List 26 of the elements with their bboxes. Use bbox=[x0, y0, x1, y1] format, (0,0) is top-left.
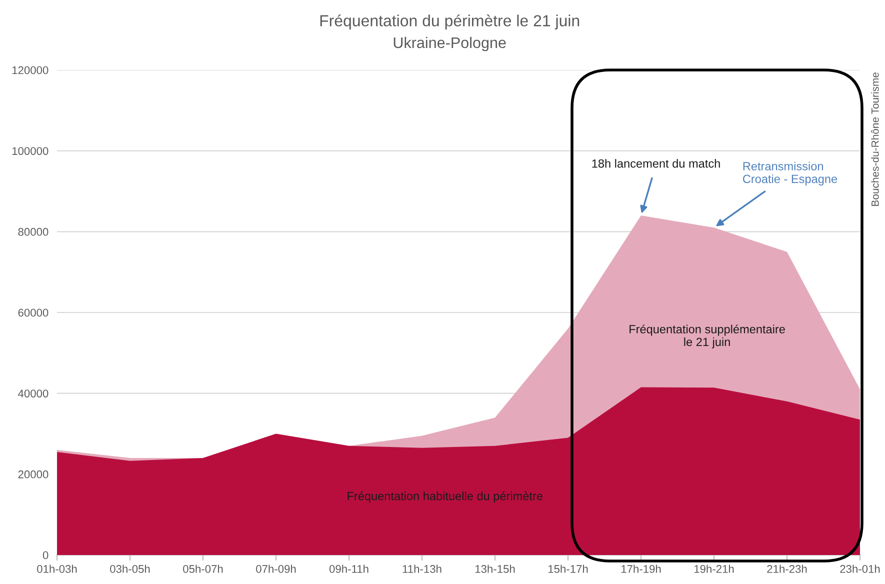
y-tick-label: 100000 bbox=[12, 147, 48, 155]
y-tick-label: 40000 bbox=[18, 390, 48, 398]
x-tick-label: 05h-07h bbox=[183, 564, 223, 573]
y-tick-label: 60000 bbox=[18, 308, 48, 317]
x-tick-label: 19h-21h bbox=[694, 564, 734, 573]
series-label: Fréquentation supplémentaire le 21 juin bbox=[630, 324, 785, 348]
annotation: 18h lancement du match bbox=[592, 159, 720, 168]
x-tick-label: 01h-03h bbox=[37, 564, 77, 573]
x-tick-label: 15h-17h bbox=[548, 564, 588, 573]
chart-title: Fréquentation du périmètre le 21 juin bbox=[320, 14, 580, 30]
y-tick-label: 20000 bbox=[18, 470, 48, 478]
y-tick-label: 120000 bbox=[12, 66, 48, 74]
x-tick-label: 23h-01h bbox=[840, 564, 880, 573]
x-tick-label: 07h-09h bbox=[256, 564, 296, 573]
annotation: Retransmission Croatie - Espagne bbox=[743, 162, 838, 186]
x-tick-label: 09h-11h bbox=[329, 564, 368, 573]
y-tick-label: 80000 bbox=[18, 228, 48, 236]
x-tick-label: 17h-19h bbox=[621, 564, 661, 573]
x-tick-label: 03h-05h bbox=[110, 564, 150, 573]
x-tick-label: 11h-13h bbox=[402, 564, 442, 573]
series-label: Fréquentation habituelle du périmètre bbox=[348, 491, 542, 503]
text: Bouches-du-Rhône Tourisme bbox=[871, 72, 879, 206]
chart-subtitle: Ukraine-Pologne bbox=[394, 36, 506, 52]
x-tick-label: 13h-15h bbox=[475, 564, 515, 573]
x-tick-label: 21h-23h bbox=[767, 564, 807, 573]
y-tick-label: 0 bbox=[42, 551, 48, 560]
